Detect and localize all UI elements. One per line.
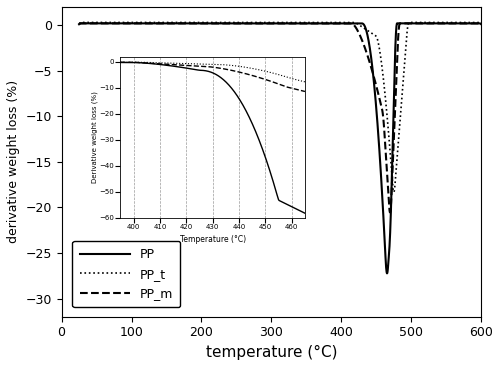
Legend: PP, PP_t, PP_m: PP, PP_t, PP_m [72, 241, 180, 308]
X-axis label: temperature (°C): temperature (°C) [206, 345, 337, 360]
Y-axis label: derivative weight loss (%): derivative weight loss (%) [7, 80, 20, 243]
